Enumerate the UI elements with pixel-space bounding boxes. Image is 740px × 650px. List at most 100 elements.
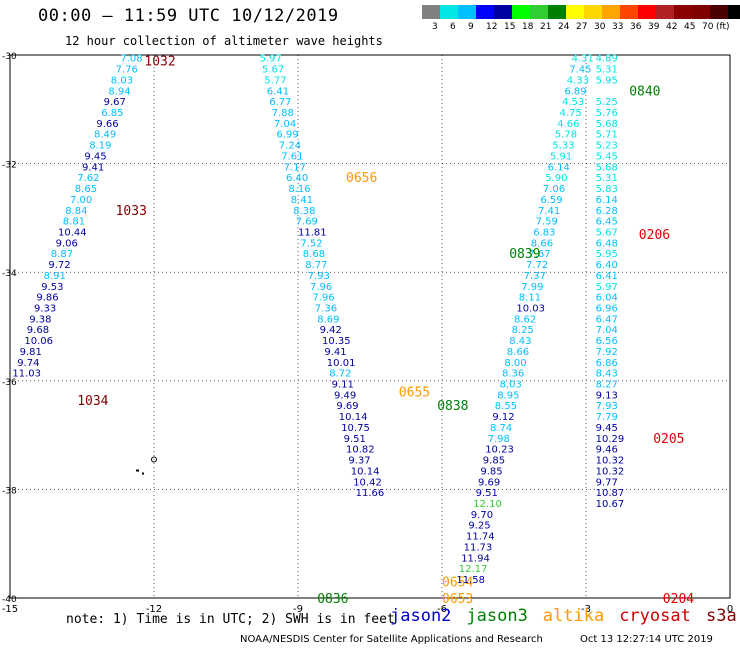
wave-height-point: 9.25 [468, 521, 490, 532]
color-scale-label: 9 [468, 22, 474, 32]
wave-height-point: 8.69 [317, 314, 339, 325]
color-swatch [458, 5, 476, 19]
wave-height-point: 9.41 [324, 347, 346, 358]
wave-height-point: 9.37 [348, 456, 370, 467]
wave-height-point: 9.68 [27, 325, 49, 336]
wave-height-point: 7.99 [521, 282, 543, 293]
wave-height-point: 8.74 [490, 423, 512, 434]
y-tick-label: -34 [2, 269, 17, 279]
wave-height-point: 10.14 [351, 466, 380, 477]
color-swatch [530, 5, 548, 19]
color-swatch [566, 5, 584, 19]
x-tick-label: -9 [293, 604, 303, 615]
color-scale-legend [422, 5, 740, 19]
wave-height-point: 9.42 [320, 325, 342, 336]
pass-time-label: 0656 [346, 171, 377, 186]
wave-height-point: 9.51 [344, 434, 366, 445]
wave-height-point: 5.23 [596, 141, 618, 152]
wave-height-point: 5.31 [596, 173, 618, 184]
wave-height-point: 8.66 [507, 347, 529, 358]
color-swatch [620, 5, 638, 19]
x-tick-label: -3 [581, 604, 591, 615]
wave-height-point: 8.03 [500, 380, 522, 391]
x-tick-label: -15 [2, 604, 18, 615]
wave-height-point: 7.92 [596, 347, 618, 358]
color-swatch [674, 5, 692, 19]
x-tick-label: 0 [727, 604, 733, 615]
y-tick-label: -30 [2, 52, 17, 62]
wave-height-point: 9.77 [596, 477, 618, 488]
wave-height-point: 6.41 [267, 86, 289, 97]
wave-height-point: 7.69 [296, 217, 318, 228]
pass-time-label: 1032 [144, 54, 175, 69]
wave-height-point: 8.19 [89, 141, 111, 152]
wave-height-point: 9.53 [41, 282, 63, 293]
satellite-label-cryosat: cryosat [619, 606, 691, 626]
wave-height-point: 5.91 [550, 151, 572, 162]
wave-height-point: 4.89 [596, 54, 618, 65]
wave-height-point: 5.90 [545, 173, 567, 184]
wave-height-point: 9.12 [492, 412, 514, 423]
color-scale-label: 36 [630, 22, 642, 32]
pass-time-label: 0205 [653, 432, 684, 447]
wave-height-point: 7.62 [77, 173, 99, 184]
pass-time-label: 0838 [437, 399, 468, 414]
wave-height-point: 5.83 [596, 184, 618, 195]
wave-height-point: 9.49 [334, 390, 356, 401]
wave-height-point: 8.94 [108, 86, 130, 97]
wave-height-point: 9.41 [82, 162, 104, 173]
wave-height-point: 9.70 [471, 510, 493, 521]
color-swatch [494, 5, 512, 19]
wave-height-point: 9.81 [20, 347, 42, 358]
y-tick-label: -32 [2, 161, 17, 171]
wave-height-point: 5.25 [596, 97, 618, 108]
wave-height-point: 6.14 [596, 195, 618, 206]
wave-height-point: 6.83 [533, 227, 555, 238]
wave-height-point: 5.31 [596, 65, 618, 76]
credit-text: NOAA/NESDIS Center for Satellite Applica… [240, 634, 543, 645]
wave-height-point: 10.87 [596, 488, 625, 499]
wave-height-point: 9.74 [17, 358, 39, 369]
wave-height-point: 8.95 [497, 390, 519, 401]
wave-height-point: 8.25 [512, 325, 534, 336]
wave-height-point: 8.36 [502, 369, 524, 380]
wave-height-point: 5.68 [596, 162, 618, 173]
color-swatch [584, 5, 602, 19]
wave-height-point: 9.38 [29, 314, 51, 325]
wave-height-point: 7.52 [300, 238, 322, 249]
wave-height-point: 9.85 [480, 466, 502, 477]
color-scale-label: 45 [684, 22, 696, 32]
wave-height-point: 8.65 [75, 184, 97, 195]
color-scale-label: 42 [666, 22, 678, 32]
wave-height-point: 9.13 [596, 390, 618, 401]
wave-height-point: 9.45 [596, 423, 618, 434]
wave-height-point: 6.41 [596, 271, 618, 282]
wave-height-point: 5.76 [596, 108, 618, 119]
wave-height-point: 6.28 [596, 206, 618, 217]
color-scale-label: 39 [648, 22, 660, 32]
wave-height-point: 4.33 [567, 75, 589, 86]
wave-height-point: 9.33 [34, 303, 56, 314]
wave-height-point: 9.06 [56, 238, 78, 249]
wave-height-point: 10.32 [596, 466, 625, 477]
wave-height-point: 8.66 [531, 238, 553, 249]
color-swatch [710, 5, 728, 19]
color-swatch [440, 5, 458, 19]
wave-height-point: 7.79 [596, 412, 618, 423]
wave-height-point: 8.81 [63, 217, 85, 228]
wave-height-point: 7.37 [524, 271, 546, 282]
wave-height-point: 8.41 [291, 195, 313, 206]
wave-height-point: 6.40 [286, 173, 308, 184]
color-scale-label: 24 [558, 22, 570, 32]
color-swatch [728, 5, 740, 19]
color-scale-label: 21 [540, 22, 552, 32]
x-tick-label: -6 [437, 604, 447, 615]
wave-height-point: 9.69 [336, 401, 358, 412]
wave-height-point: 8.84 [65, 206, 87, 217]
color-swatch [548, 5, 566, 19]
color-swatch [692, 5, 710, 19]
wave-height-point: 4.31 [572, 54, 594, 65]
pass-time-label: 0653 [442, 592, 473, 607]
wave-height-point: 10.03 [516, 303, 545, 314]
wave-height-point: 5.78 [555, 130, 577, 141]
